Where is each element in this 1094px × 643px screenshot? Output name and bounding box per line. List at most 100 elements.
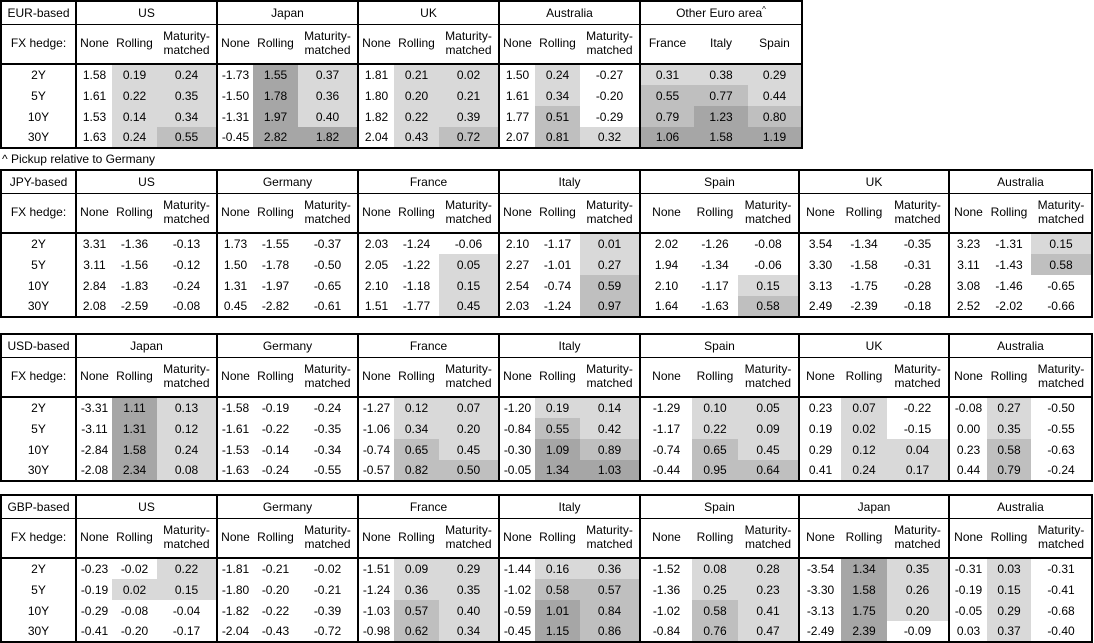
value-cell: -1.50 xyxy=(217,85,253,106)
column-header-row: FX hedge: None Rolling Maturity-matched None… xyxy=(1,24,803,65)
country-name: Italy xyxy=(558,499,581,514)
value-cell: 0.03 xyxy=(949,621,987,642)
value-cell: -1.24 xyxy=(358,579,394,600)
value-cell: -0.41 xyxy=(1031,579,1093,600)
value-cell: 3.11 xyxy=(949,254,987,275)
value-cell: 0.08 xyxy=(692,558,738,579)
col-header: Maturity-matched xyxy=(580,357,641,398)
col-header: Maturity-matched xyxy=(439,24,500,65)
value-cell: 2.10 xyxy=(640,275,692,296)
col-header: Spain xyxy=(748,24,803,65)
value-cell: -0.09 xyxy=(887,621,950,642)
value-cell: 0.89 xyxy=(580,439,641,460)
value-cell: -0.55 xyxy=(1031,418,1093,439)
value-cell: -1.22 xyxy=(394,254,439,275)
value-cell: 1.58 xyxy=(694,127,748,148)
value-cell: 0.57 xyxy=(580,579,641,600)
value-cell: -1.52 xyxy=(640,558,692,579)
value-cell: 0.43 xyxy=(394,127,439,148)
country-name: Spain xyxy=(704,499,735,514)
value-cell: -0.50 xyxy=(298,254,359,275)
value-cell: -0.45 xyxy=(217,127,253,148)
value-cell: 0.13 xyxy=(157,397,218,418)
value-cell: 1.03 xyxy=(580,460,641,481)
value-cell: 0.03 xyxy=(987,558,1031,579)
value-cell: -1.78 xyxy=(253,254,298,275)
value-cell: 0.55 xyxy=(640,85,694,106)
value-cell: -0.22 xyxy=(887,397,950,418)
value-cell: 0.01 xyxy=(580,233,641,254)
value-cell: 0.27 xyxy=(987,397,1031,418)
value-cell: 0.28 xyxy=(738,558,800,579)
value-cell: -0.98 xyxy=(358,621,394,642)
col-header: Rolling xyxy=(692,193,738,234)
value-cell: 0.97 xyxy=(580,296,641,317)
value-cell: -1.26 xyxy=(692,233,738,254)
value-cell: 0.58 xyxy=(738,296,800,317)
value-cell: 1.61 xyxy=(76,85,112,106)
value-cell: 0.19 xyxy=(112,64,157,85)
value-cell: 0.15 xyxy=(738,275,800,296)
value-cell: 0.25 xyxy=(692,579,738,600)
value-cell: -0.20 xyxy=(253,579,298,600)
value-cell: 0.95 xyxy=(692,460,738,481)
value-cell: -0.84 xyxy=(640,621,692,642)
country-header: US xyxy=(76,1,218,25)
col-header: Maturity-matched xyxy=(1031,518,1093,559)
country-name: Australia xyxy=(546,5,593,20)
value-cell: 3.54 xyxy=(799,233,841,254)
value-cell: 0.29 xyxy=(799,439,841,460)
value-cell: -3.31 xyxy=(76,397,112,418)
col-header: Italy xyxy=(694,24,748,65)
value-cell: 3.08 xyxy=(949,275,987,296)
value-cell: 1.80 xyxy=(358,85,394,106)
value-cell: -0.63 xyxy=(1031,439,1093,460)
value-cell: -0.24 xyxy=(253,460,298,481)
country-header: UK xyxy=(358,1,500,25)
col-header: Rolling xyxy=(535,24,580,65)
col-header: Maturity-matched xyxy=(580,24,641,65)
value-cell: -1.73 xyxy=(217,64,253,85)
value-cell: -2.82 xyxy=(253,296,298,317)
country-name: Italy xyxy=(558,338,581,353)
value-cell: 0.23 xyxy=(799,397,841,418)
col-header: Rolling xyxy=(841,357,887,398)
value-cell: 1.31 xyxy=(217,275,253,296)
data-row: 30Y 2.08 -2.59 -0.08 0.45 -2.82 -0.61 1.51 -1.77… xyxy=(1,296,1093,317)
value-cell: 0.31 xyxy=(640,64,694,85)
value-cell: 1.34 xyxy=(841,558,887,579)
value-cell: -1.31 xyxy=(987,233,1031,254)
value-cell: 0.22 xyxy=(394,106,439,127)
value-cell: -0.74 xyxy=(535,275,580,296)
col-header: Rolling xyxy=(841,193,887,234)
col-header: Rolling xyxy=(987,357,1031,398)
value-cell: -0.31 xyxy=(949,558,987,579)
value-cell: -2.39 xyxy=(841,296,887,317)
col-header: None xyxy=(76,24,112,65)
col-header: None xyxy=(499,24,535,65)
col-header: Maturity-matched xyxy=(298,518,359,559)
value-cell: 0.02 xyxy=(841,418,887,439)
column-header-row: FX hedge: None Rolling Maturity-matched None… xyxy=(1,518,1093,559)
country-name: UK xyxy=(865,338,883,353)
data-row: 2Y -0.23 -0.02 0.22 -1.81 -0.21 -0.02 -1.51 0.09… xyxy=(1,558,1093,579)
value-cell: 0.72 xyxy=(439,127,500,148)
value-cell: -1.17 xyxy=(640,418,692,439)
data-row: 2Y -3.31 1.11 0.13 -1.58 -0.19 -0.24 -1.27 0.12 0… xyxy=(1,397,1093,418)
value-cell: -0.27 xyxy=(580,64,641,85)
value-cell: -0.72 xyxy=(298,621,359,642)
value-cell: 0.84 xyxy=(580,600,641,621)
value-cell: 0.65 xyxy=(394,439,439,460)
value-cell: 2.02 xyxy=(640,233,692,254)
value-cell: -0.50 xyxy=(1031,397,1093,418)
country-header: Australia xyxy=(949,495,1093,519)
value-cell: 2.03 xyxy=(499,296,535,317)
value-cell: 2.54 xyxy=(499,275,535,296)
col-header: Rolling xyxy=(253,357,298,398)
value-cell: -0.21 xyxy=(298,579,359,600)
country-name: France xyxy=(409,338,448,353)
value-cell: -0.43 xyxy=(253,621,298,642)
col-header: Rolling xyxy=(841,518,887,559)
col-header: Rolling xyxy=(112,193,157,234)
data-table-jpy-based: JPY-based US Germany France Italy Spain UK Aust… xyxy=(0,169,1093,318)
